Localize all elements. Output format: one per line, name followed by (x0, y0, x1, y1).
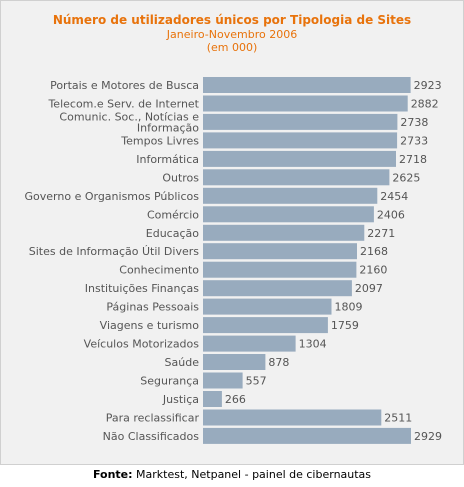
bar (203, 409, 382, 426)
value-label: 878 (268, 356, 289, 369)
value-label: 1809 (335, 301, 363, 314)
value-label: 2097 (355, 282, 383, 295)
chart-subtitle-line-2: (em 000) (207, 41, 258, 54)
value-label: 2406 (377, 208, 405, 221)
category-labels: Portais e Motores de Busca Telecom.e Serv… (25, 79, 200, 443)
value-label: 2738 (400, 116, 428, 129)
category-label: Instituições Finanças (85, 282, 199, 295)
bar (203, 354, 266, 370)
value-label: 2168 (360, 245, 388, 258)
category-label: Comunic. Soc., Notícias e Informação (59, 110, 199, 134)
value-label: 2929 (414, 430, 442, 443)
category-label: Outros (162, 171, 199, 184)
bar (203, 243, 357, 260)
value-label: 2454 (380, 190, 408, 203)
bar (203, 280, 352, 297)
category-label: Segurança (140, 375, 199, 388)
bar (203, 317, 328, 334)
value-label: 2923 (414, 79, 442, 92)
category-label: Veículos Motorizados (84, 338, 200, 351)
bar (203, 169, 390, 186)
category-label: Páginas Pessoais (106, 301, 199, 314)
category-label: Comércio (147, 208, 199, 221)
category-label-line: Informação (137, 121, 199, 134)
category-label: Não Classificados (103, 430, 200, 443)
value-label: 2625 (392, 171, 420, 184)
value-label: 2882 (411, 98, 439, 111)
value-label: 2160 (359, 264, 387, 277)
bar (203, 187, 378, 204)
bars (203, 77, 411, 444)
category-label: Telecom.e Serv. de Internet (47, 98, 199, 111)
bar (203, 335, 296, 352)
value-label: 2271 (367, 227, 395, 240)
bar-chart: Número de utilizadores únicos por Tipolo… (25, 13, 442, 444)
bar (203, 427, 411, 444)
bar (203, 391, 222, 407)
bar (203, 372, 243, 389)
chart-subtitle-line-1: Janeiro-Novembro 2006 (166, 28, 297, 41)
category-label: Tempos Livres (120, 134, 199, 147)
category-label: Viagens e turismo (100, 319, 200, 332)
value-label: 557 (246, 375, 267, 388)
bar (203, 77, 411, 93)
source-text: Marktest, Netpanel - painel de cibernaut… (136, 468, 372, 481)
category-label: Informática (136, 153, 199, 166)
category-label: Para reclassificar (106, 412, 200, 425)
bar (203, 224, 365, 241)
bar (203, 113, 398, 130)
value-label: 1304 (299, 338, 327, 351)
category-label: Sites de Informação Útil Divers (29, 245, 200, 258)
bar (203, 95, 408, 112)
bar (203, 132, 398, 149)
value-label: 2718 (399, 153, 427, 166)
category-label: Saúde (165, 356, 200, 369)
source-note: Fonte: Marktest, Netpanel - painel de ci… (0, 468, 464, 481)
source-label: Fonte: (92, 468, 133, 481)
category-label: Governo e Organismos Públicos (25, 190, 200, 203)
bar (203, 206, 374, 223)
bar (203, 150, 396, 167)
value-label: 266 (225, 393, 246, 406)
bar (203, 298, 332, 315)
chart-title: Número de utilizadores únicos por Tipolo… (53, 13, 411, 27)
category-label: Conhecimento (119, 264, 199, 277)
bar (203, 261, 357, 278)
chart-frame: Número de utilizadores únicos por Tipolo… (0, 0, 464, 465)
category-label-line: Comunic. Soc., Notícias e (59, 110, 199, 123)
value-label: 2733 (400, 134, 428, 147)
category-label: Educação (146, 227, 199, 240)
category-label: Portais e Motores de Busca (50, 79, 199, 92)
value-label: 2511 (384, 412, 412, 425)
value-labels: 2923 2882 2738 2733 2718 2625 2454 2406 2271 2168… (225, 79, 442, 443)
category-label: Justiça (162, 393, 199, 406)
value-label: 1759 (331, 319, 359, 332)
